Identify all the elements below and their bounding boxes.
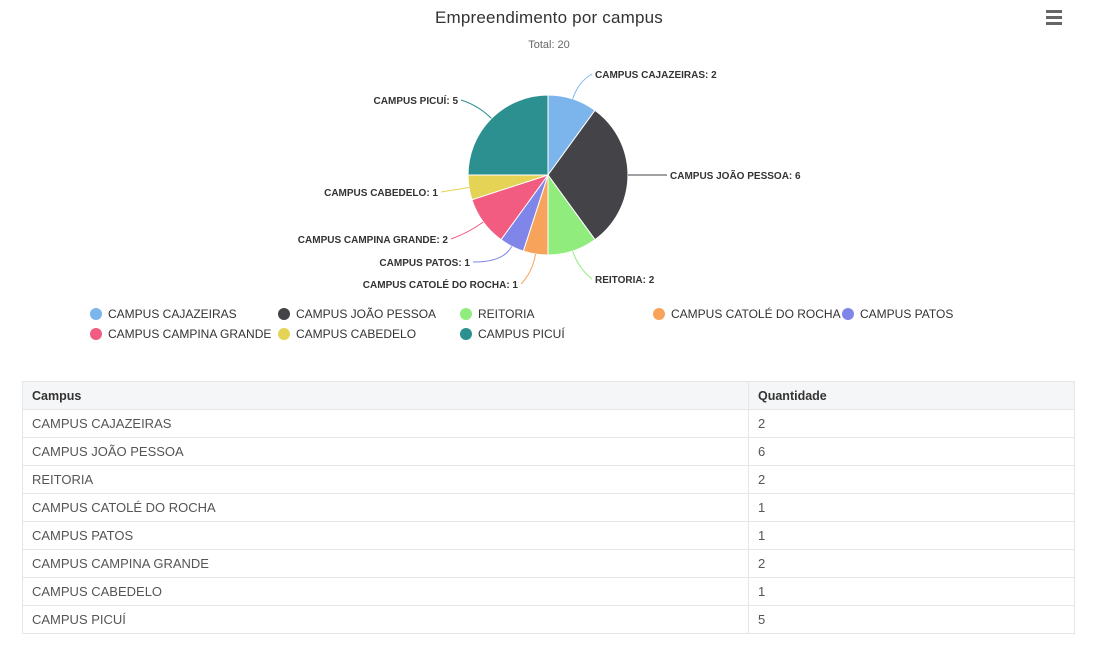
table-row: CAMPUS PATOS 1 <box>22 521 1075 550</box>
campus-cell: CAMPUS CABEDELO <box>22 577 749 606</box>
legend-marker-icon <box>278 328 290 340</box>
quantity-cell: 1 <box>748 521 1075 550</box>
legend-item-reitoria[interactable]: REITORIA <box>460 306 534 322</box>
legend-label: CAMPUS PATOS <box>860 307 954 321</box>
quantity-cell: 2 <box>748 409 1075 438</box>
legend-item-campus-patos[interactable]: CAMPUS PATOS <box>842 306 953 322</box>
pie-connector <box>472 246 513 263</box>
quantity-cell: 6 <box>748 437 1075 466</box>
pie-data-label: CAMPUS CAMPINA GRANDE: 2 <box>298 235 449 246</box>
quantity-header-cell: Quantidade <box>748 381 1075 410</box>
table-header-row: Campus Quantidade <box>22 381 1075 410</box>
campus-table: Campus Quantidade CAMPUS CAJAZEIRAS 2 CAMP… <box>22 381 1075 634</box>
pie-connector <box>460 99 492 119</box>
legend-marker-icon <box>278 308 290 320</box>
campus-cell: CAMPUS CATOLÉ DO ROCHA <box>22 493 749 522</box>
campus-cell: CAMPUS CAJAZEIRAS <box>22 409 749 438</box>
pie-data-label: CAMPUS CATOLÉ DO ROCHA: 1 <box>363 278 519 291</box>
table-row: CAMPUS JOÃO PESSOA 6 <box>22 437 1075 466</box>
chart-context-menu-button[interactable] <box>1042 7 1066 29</box>
table-row: REITORIA 2 <box>22 465 1075 494</box>
pie-connector <box>572 73 593 100</box>
table-row: CAMPUS PICUÍ 5 <box>22 605 1075 634</box>
campus-header-cell: Campus <box>22 381 749 410</box>
chart-subtitle: Total: 20 <box>528 39 570 51</box>
legend-item-campus-catole-do-rocha[interactable]: CAMPUS CATOLÉ DO ROCHA <box>653 306 841 322</box>
pie-data-label: CAMPUS JOÃO PESSOA: 6 <box>670 169 801 182</box>
table-row: CAMPUS CAJAZEIRAS 2 <box>22 409 1075 438</box>
hamburger-menu-icon <box>1046 10 1062 25</box>
legend-label: CAMPUS CAMPINA GRANDE <box>108 327 272 341</box>
quantity-cell: 2 <box>748 549 1075 578</box>
legend-marker-icon <box>90 308 102 320</box>
legend-marker-icon <box>90 328 102 340</box>
legend-label: CAMPUS PICUÍ <box>478 327 565 341</box>
quantity-cell: 2 <box>748 465 1075 494</box>
legend-label: CAMPUS CAJAZEIRAS <box>108 307 237 321</box>
legend-item-campus-campina-grande[interactable]: CAMPUS CAMPINA GRANDE <box>90 326 271 342</box>
quantity-cell: 5 <box>748 605 1075 634</box>
campus-cell: CAMPUS JOÃO PESSOA <box>22 437 749 466</box>
campus-cell: CAMPUS PICUÍ <box>22 605 749 634</box>
pie-data-label: CAMPUS CABEDELO: 1 <box>324 188 438 199</box>
pie-slice-campus-joao-pessoa[interactable] <box>547 109 629 241</box>
pie-data-label: CAMPUS PATOS: 1 <box>379 258 470 269</box>
legend-label: CAMPUS CABEDELO <box>296 327 417 341</box>
table-row: CAMPUS CAMPINA GRANDE 2 <box>22 549 1075 578</box>
campus-cell: REITORIA <box>22 465 749 494</box>
legend-marker-icon <box>460 308 472 320</box>
quantity-cell: 1 <box>748 577 1075 606</box>
pie-slice-campus-picui[interactable] <box>467 94 549 176</box>
pie-data-label: CAMPUS CAJAZEIRAS: 2 <box>595 70 717 81</box>
campus-cell: CAMPUS CAMPINA GRANDE <box>22 549 749 578</box>
legend-item-campus-cabedelo[interactable]: CAMPUS CABEDELO <box>278 326 416 342</box>
legend-label: REITORIA <box>478 307 535 321</box>
legend-marker-icon <box>460 328 472 340</box>
legend-label: CAMPUS JOÃO PESSOA <box>296 307 437 321</box>
chart-title: Empreendimento por campus <box>434 8 663 27</box>
pie-connector <box>572 250 593 280</box>
table-row: CAMPUS CABEDELO 1 <box>22 577 1075 606</box>
pie-data-label: CAMPUS PICUÍ: 5 <box>374 94 459 107</box>
campus-cell: CAMPUS PATOS <box>22 521 749 550</box>
pie-connector <box>450 221 484 240</box>
quantity-cell: 1 <box>748 493 1075 522</box>
pie-chart: CAMPUS CAJAZEIRAS: 2 CAMPUS JOÃO PESSOA: … <box>298 70 801 291</box>
pie-connector <box>520 253 536 285</box>
legend-label: CAMPUS CATOLÉ DO ROCHA <box>671 307 841 321</box>
pie-connector <box>440 187 470 193</box>
legend-item-campus-picui[interactable]: CAMPUS PICUÍ <box>460 326 565 342</box>
table-row: CAMPUS CATOLÉ DO ROCHA 1 <box>22 493 1075 522</box>
legend-item-campus-joao-pessoa[interactable]: CAMPUS JOÃO PESSOA <box>278 306 436 322</box>
legend-marker-icon <box>842 308 854 320</box>
legend-item-campus-cajazeiras[interactable]: CAMPUS CAJAZEIRAS <box>90 306 237 322</box>
pie-data-label: REITORIA: 2 <box>595 275 655 286</box>
legend-marker-icon <box>653 308 665 320</box>
